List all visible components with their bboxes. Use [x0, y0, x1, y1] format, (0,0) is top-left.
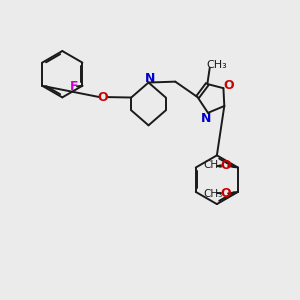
Text: CH₃: CH₃ — [204, 160, 223, 170]
Text: N: N — [145, 73, 155, 85]
Text: F: F — [70, 80, 78, 93]
Text: O: O — [98, 91, 108, 103]
Text: O: O — [220, 159, 230, 172]
Text: N: N — [201, 112, 211, 125]
Text: O: O — [220, 188, 230, 200]
Text: CH₃: CH₃ — [204, 189, 223, 199]
Text: O: O — [223, 79, 234, 92]
Text: CH₃: CH₃ — [207, 60, 227, 70]
